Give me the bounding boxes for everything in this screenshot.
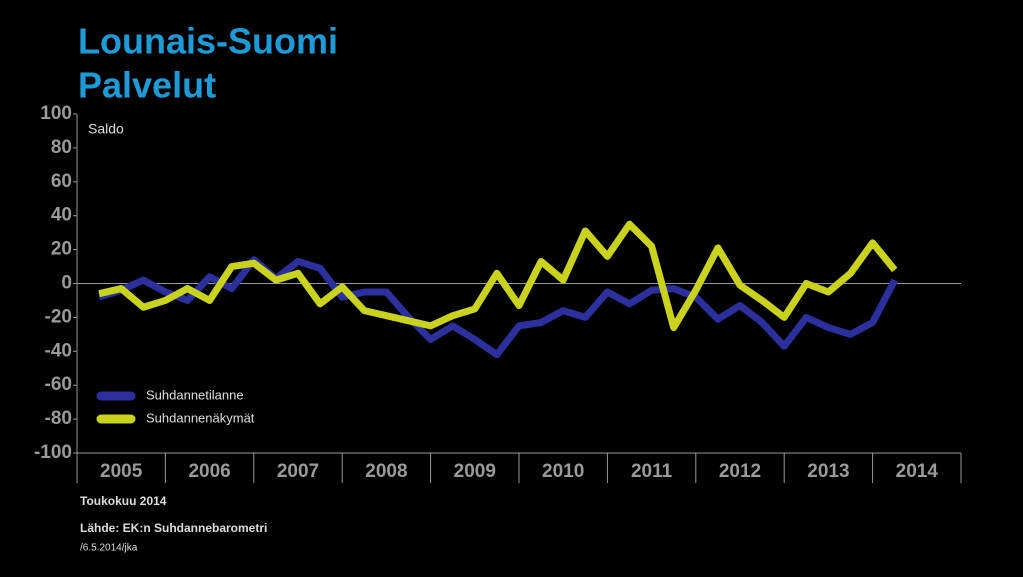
y-tick-label: 100: [40, 103, 72, 124]
y-axis-label: Saldo: [88, 121, 124, 137]
legend-label: Suhdannenäkymät: [146, 410, 255, 425]
y-tick-label: 40: [51, 205, 72, 226]
note: Toukokuu 2014: [80, 494, 167, 508]
x-tick-label: 2005: [100, 461, 143, 482]
x-tick-label: 2014: [896, 461, 939, 482]
y-tick-label: 0: [61, 273, 72, 294]
x-tick-label: 2007: [277, 461, 319, 482]
y-tick-label: -40: [45, 340, 72, 361]
x-tick-label: 2012: [719, 461, 761, 482]
x-tick-label: 2009: [454, 461, 496, 482]
y-tick-label: 20: [51, 239, 72, 260]
series-line: [98, 220, 898, 332]
chart-title: Lounais-Suomi: [78, 21, 338, 62]
series-line: [98, 256, 898, 359]
y-tick-label: -60: [45, 374, 72, 395]
x-tick-label: 2010: [542, 461, 584, 482]
legend-label: Suhdannetilanne: [146, 387, 244, 402]
y-tick-label: 60: [51, 171, 72, 192]
chart-title: Palvelut: [78, 65, 216, 106]
note: /6.5.2014/jka: [80, 543, 138, 554]
note: Lähde: EK:n Suhdannebarometri: [80, 521, 267, 535]
x-tick-label: 2008: [365, 461, 407, 482]
y-tick-label: -20: [45, 306, 72, 327]
x-tick-label: 2013: [807, 461, 849, 482]
y-tick-label: -80: [45, 408, 72, 429]
y-tick-label: 80: [51, 137, 72, 158]
x-tick-label: 2011: [631, 461, 673, 482]
y-tick-label: -100: [34, 442, 72, 463]
x-tick-label: 2006: [188, 461, 230, 482]
